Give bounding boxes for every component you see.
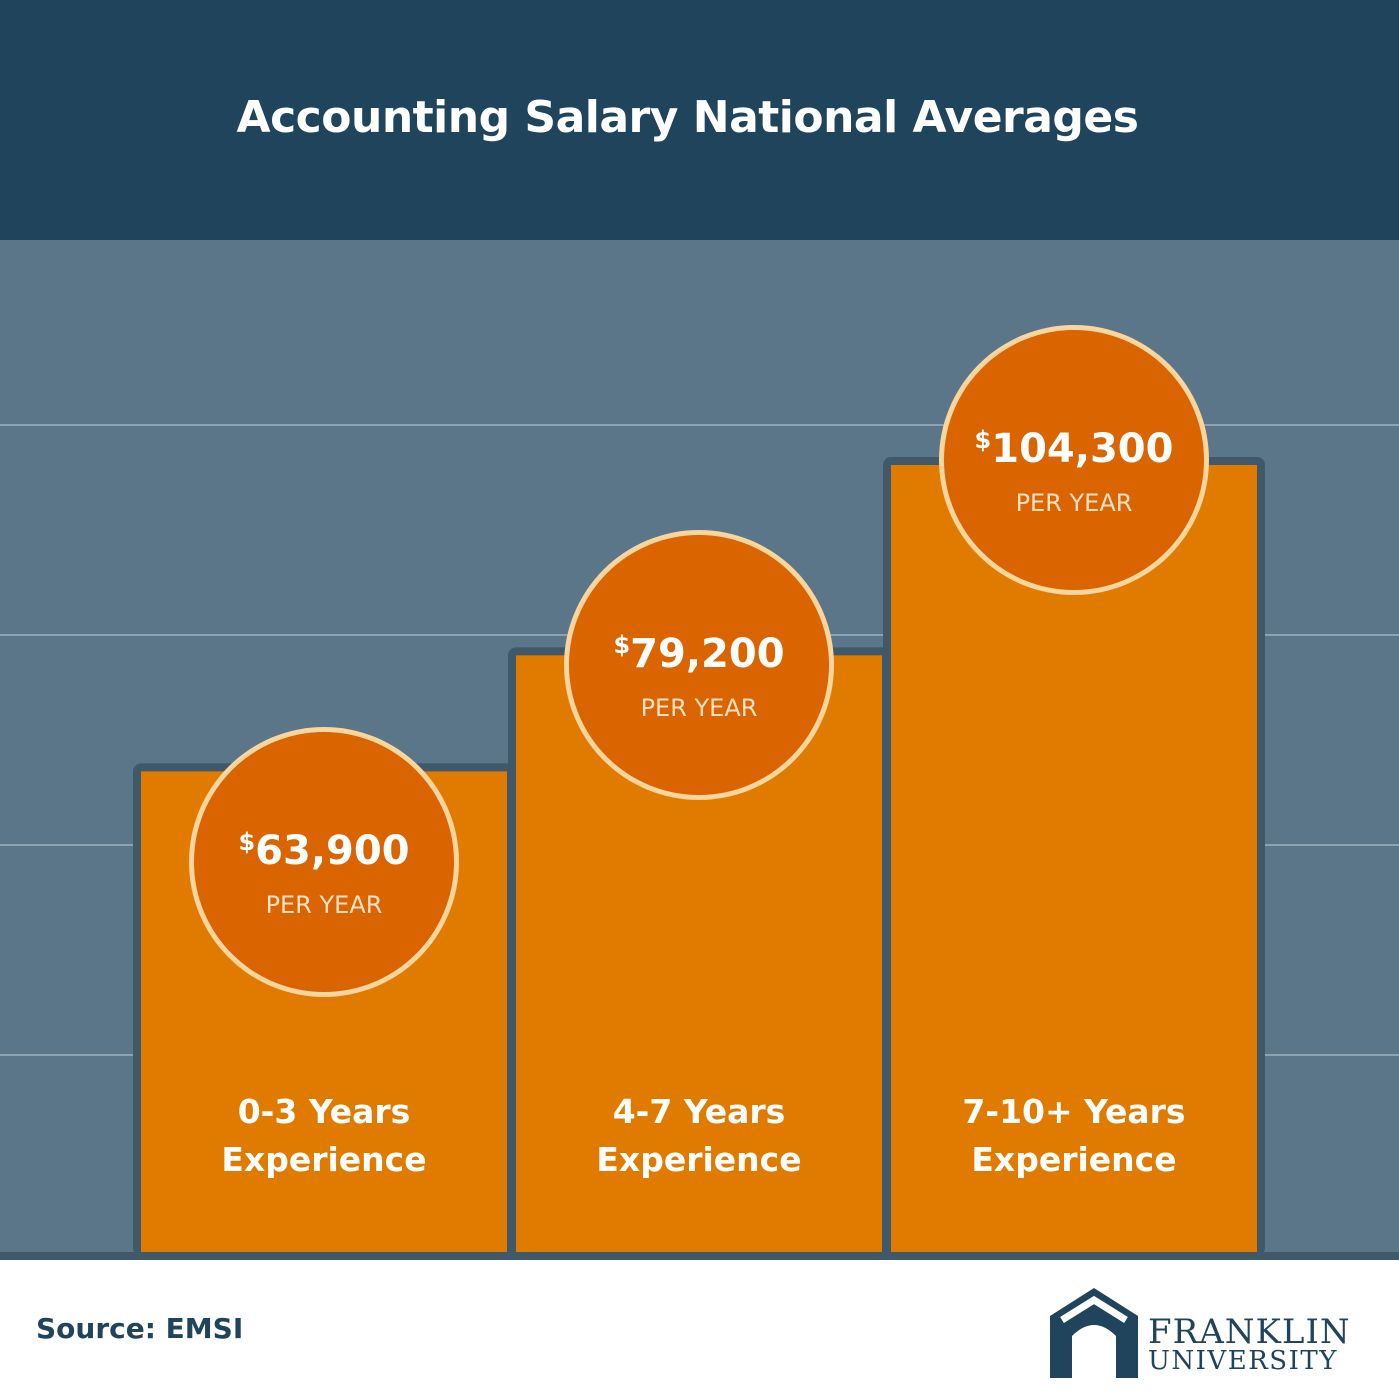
category-label: 4-7 Years <box>613 1092 786 1131</box>
category-label: 7-10+ Years <box>962 1092 1185 1131</box>
category-label: Experience <box>221 1140 426 1179</box>
logo-text-line2: UNIVERSITY <box>1148 1346 1338 1376</box>
category-label: 0-3 Years <box>238 1092 411 1131</box>
category-label: Experience <box>971 1140 1176 1179</box>
source-note: Source: EMSI <box>36 1312 244 1345</box>
logo-text-line1: FRANKLIN <box>1148 1312 1351 1352</box>
bars: 0-3 Years Experience $63,900 PER YEAR 4-7 Ye… <box>133 325 1265 1256</box>
footer <box>0 1260 1399 1400</box>
unit-label: PER YEAR <box>1016 489 1133 517</box>
bar-chart: 0-3 Years Experience $63,900 PER YEAR 4-7 Ye… <box>0 325 1399 1260</box>
bar <box>891 465 1257 1256</box>
value-bubble <box>569 535 829 795</box>
header-banner <box>0 0 1399 240</box>
unit-label: PER YEAR <box>641 694 758 722</box>
value-bubble <box>194 732 454 992</box>
unit-label: PER YEAR <box>266 891 383 919</box>
franklin-university-logo-icon <box>1050 1288 1138 1378</box>
category-label: Experience <box>596 1140 801 1179</box>
data-label: $63,900 <box>238 828 409 874</box>
data-label: $79,200 <box>613 631 784 677</box>
data-label: $104,300 <box>975 426 1174 472</box>
value-bubble <box>944 330 1204 590</box>
chart-title: Accounting Salary National Averages <box>236 92 1139 143</box>
